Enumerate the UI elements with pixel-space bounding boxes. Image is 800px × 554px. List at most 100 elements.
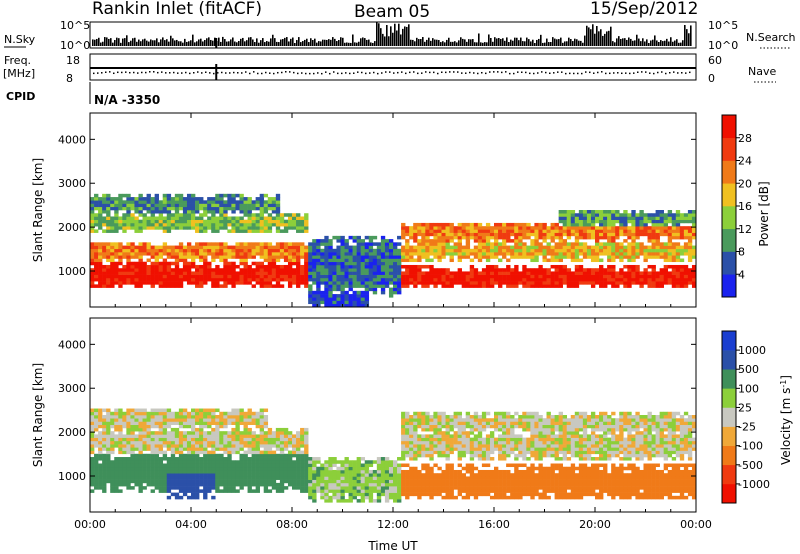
power-cell bbox=[158, 226, 164, 230]
power-cell bbox=[457, 235, 462, 240]
power-cell bbox=[195, 281, 200, 285]
nsky-bar bbox=[310, 38, 312, 46]
power-cell bbox=[372, 290, 378, 295]
velocity-cell bbox=[308, 492, 313, 497]
power-cell bbox=[417, 229, 422, 233]
power-cell bbox=[304, 284, 309, 288]
power-cell bbox=[364, 258, 370, 263]
velocity-cell bbox=[283, 431, 289, 435]
velocity-cell bbox=[142, 437, 147, 442]
power-cell bbox=[324, 297, 329, 301]
power-cell bbox=[98, 252, 103, 256]
power-cell bbox=[215, 245, 220, 250]
power-cell bbox=[667, 216, 673, 220]
velocity-cell bbox=[110, 424, 115, 429]
power-cell bbox=[138, 213, 143, 217]
power-cell bbox=[263, 255, 269, 259]
power-cell bbox=[255, 252, 260, 256]
power-cell bbox=[445, 222, 450, 227]
velocity-cell bbox=[215, 479, 220, 484]
velocity-cell bbox=[199, 457, 204, 461]
power-cell bbox=[494, 242, 499, 246]
power-cell bbox=[312, 268, 317, 272]
power-cell bbox=[146, 226, 151, 230]
velocity-cell bbox=[90, 489, 95, 493]
power-cell bbox=[251, 284, 256, 288]
power-cell bbox=[352, 297, 357, 301]
velocity-cell bbox=[279, 427, 285, 432]
power-cell bbox=[578, 245, 584, 250]
nave-point bbox=[341, 72, 343, 75]
power-cell bbox=[352, 239, 357, 243]
velocity-cell bbox=[239, 418, 244, 422]
velocity-cell bbox=[211, 427, 216, 432]
nsky-bar bbox=[194, 42, 196, 46]
nsky-bar bbox=[342, 37, 344, 46]
velocity-cell bbox=[130, 476, 135, 480]
power-cell bbox=[279, 219, 285, 224]
power-cell bbox=[506, 226, 511, 230]
power-cell bbox=[510, 274, 515, 279]
velocity-cell bbox=[267, 457, 273, 461]
power-cell bbox=[90, 219, 95, 224]
velocity-cell bbox=[98, 418, 103, 422]
power-cell bbox=[360, 268, 366, 272]
velocity-cell bbox=[267, 466, 273, 471]
velocity-cell bbox=[239, 415, 244, 419]
velocity-cell bbox=[348, 479, 353, 484]
velocity-cell bbox=[267, 473, 273, 477]
power-cell bbox=[98, 268, 103, 272]
power-cell bbox=[324, 258, 329, 263]
velocity-cell bbox=[308, 489, 313, 493]
velocity-cell bbox=[320, 479, 325, 484]
power-cell bbox=[554, 274, 559, 279]
power-cell bbox=[324, 294, 329, 298]
velocity-cell bbox=[106, 440, 111, 445]
velocity-cell bbox=[231, 463, 236, 468]
nsky-bar bbox=[496, 38, 498, 46]
power-cell bbox=[595, 271, 600, 275]
power-cell bbox=[336, 277, 341, 282]
velocity-cell bbox=[332, 473, 337, 477]
velocity-cell bbox=[231, 408, 236, 413]
power-cell bbox=[639, 281, 644, 285]
power-cell bbox=[582, 268, 588, 272]
velocity-cell bbox=[271, 469, 277, 474]
velocity-cell bbox=[162, 437, 168, 442]
power-cell bbox=[356, 274, 361, 279]
power-cell bbox=[623, 284, 628, 288]
power-cell bbox=[316, 271, 321, 275]
power-cell bbox=[211, 206, 216, 211]
power-cell bbox=[182, 210, 188, 214]
power-cell bbox=[134, 277, 139, 282]
velocity-cell bbox=[356, 463, 361, 468]
velocity-cell bbox=[162, 418, 168, 422]
velocity-cell bbox=[364, 495, 370, 500]
nsky-bar bbox=[294, 42, 296, 46]
power-cell bbox=[445, 226, 450, 230]
velocity-cell bbox=[336, 466, 341, 471]
power-cell bbox=[344, 277, 349, 282]
velocity-cell bbox=[223, 473, 228, 477]
nave-tick-bottom: 0 bbox=[708, 72, 715, 85]
power-cell bbox=[138, 229, 143, 233]
power-cell bbox=[90, 213, 95, 217]
power-cell bbox=[348, 258, 353, 263]
velocity-cell bbox=[114, 476, 119, 480]
nsky-bar bbox=[680, 42, 682, 46]
velocity-cell bbox=[195, 482, 200, 487]
power-cell bbox=[397, 271, 402, 275]
power-cell bbox=[324, 235, 329, 240]
power-cell bbox=[384, 239, 390, 243]
velocity-cell bbox=[118, 489, 123, 493]
velocity-cell bbox=[191, 486, 196, 490]
power-cell bbox=[243, 261, 248, 266]
velocity-cell bbox=[130, 450, 135, 455]
power-cell bbox=[336, 252, 341, 256]
power-cell bbox=[316, 300, 321, 305]
power-cell bbox=[671, 255, 677, 259]
power-cell bbox=[275, 284, 281, 288]
velocity-cell bbox=[126, 463, 131, 468]
power-cell bbox=[372, 264, 378, 269]
power-cell bbox=[146, 219, 151, 224]
